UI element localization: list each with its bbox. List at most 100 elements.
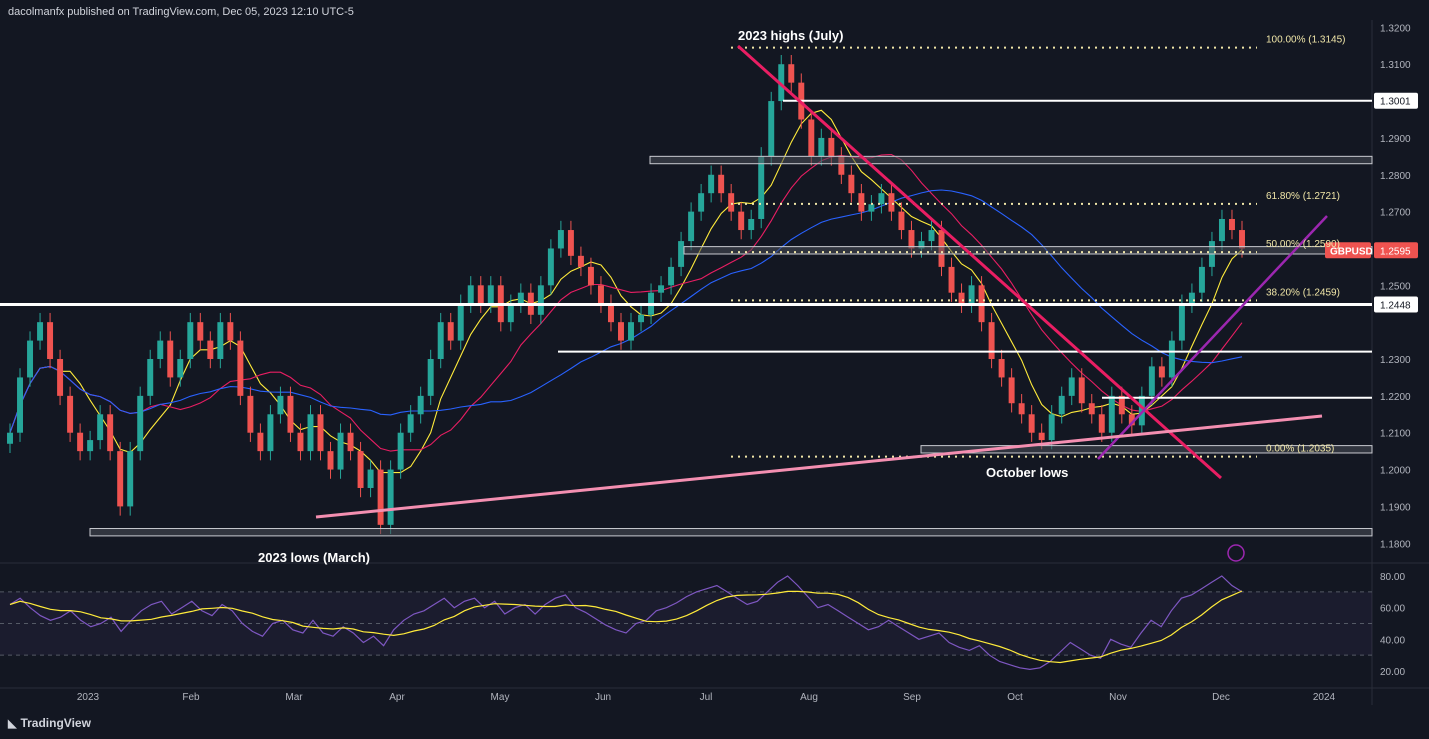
price-tick-label: 1.3200 bbox=[1380, 23, 1411, 34]
candle bbox=[207, 340, 214, 360]
rsi-tick-label: 40.00 bbox=[1380, 635, 1405, 646]
price-tag bbox=[1374, 296, 1418, 313]
candle bbox=[7, 432, 13, 444]
rsi-tick-label: 60.00 bbox=[1380, 604, 1405, 615]
candle bbox=[247, 395, 254, 433]
time-tick-label: 2024 bbox=[1313, 692, 1336, 703]
candle bbox=[678, 241, 685, 267]
rsi-tick-label: 20.00 bbox=[1380, 667, 1405, 678]
fib-level-label: 100.00% (1.3145) bbox=[1266, 35, 1346, 46]
candle bbox=[1008, 377, 1015, 404]
candle bbox=[858, 193, 865, 212]
candle bbox=[668, 266, 675, 286]
brand-text: TradingView bbox=[20, 716, 91, 730]
time-tick-label: Jun bbox=[595, 692, 611, 703]
candle bbox=[908, 230, 915, 249]
candle bbox=[818, 137, 825, 157]
candle bbox=[1098, 414, 1105, 433]
moving-average-fast bbox=[9, 109, 1243, 474]
candle bbox=[778, 64, 785, 102]
candle bbox=[1188, 292, 1195, 304]
candle bbox=[1158, 366, 1165, 378]
candle bbox=[217, 322, 224, 360]
candle bbox=[447, 322, 454, 341]
candle bbox=[477, 285, 484, 304]
candle bbox=[17, 377, 23, 433]
candle bbox=[878, 193, 885, 205]
support-zone bbox=[683, 246, 1373, 255]
tradingview-logo-icon: ◣ bbox=[8, 718, 17, 730]
candle bbox=[387, 469, 394, 525]
candle bbox=[167, 340, 174, 378]
downtrend-line bbox=[737, 44, 1222, 480]
time-tick-label: Oct bbox=[1007, 692, 1023, 703]
candle bbox=[628, 322, 634, 341]
candle bbox=[1078, 377, 1085, 404]
time-tick-label: Apr bbox=[389, 692, 405, 703]
fib-level-label: 50.00% (1.2590) bbox=[1266, 239, 1340, 250]
candle bbox=[808, 119, 815, 157]
candle bbox=[748, 218, 755, 231]
candle bbox=[537, 285, 544, 315]
candle bbox=[437, 322, 444, 360]
candle bbox=[137, 395, 144, 452]
support-zone bbox=[89, 528, 1373, 537]
symbol-tag bbox=[1325, 242, 1371, 259]
candle bbox=[107, 414, 114, 452]
price-tick-label: 1.2900 bbox=[1380, 134, 1411, 145]
candle bbox=[57, 359, 64, 396]
candle bbox=[87, 440, 94, 452]
candle bbox=[337, 432, 344, 470]
candle bbox=[197, 322, 204, 341]
candle bbox=[297, 432, 304, 452]
time-tick-label: Feb bbox=[182, 692, 200, 703]
moving-average-slow bbox=[9, 189, 1243, 433]
candle bbox=[427, 359, 434, 396]
time-tick-label: 2023 bbox=[77, 692, 100, 703]
price-tick-label: 1.2500 bbox=[1380, 281, 1411, 292]
candle bbox=[317, 414, 324, 452]
candle bbox=[1168, 340, 1175, 378]
price-tag-label: 1.2448 bbox=[1380, 300, 1411, 311]
candle bbox=[367, 469, 374, 488]
candle bbox=[728, 193, 735, 212]
candle bbox=[688, 211, 695, 242]
candle bbox=[958, 292, 965, 304]
candle bbox=[968, 285, 975, 304]
candle bbox=[838, 156, 845, 175]
fib-level-label: 0.00% (1.2035) bbox=[1266, 444, 1334, 455]
candle bbox=[327, 451, 334, 470]
candle bbox=[998, 359, 1005, 378]
candle bbox=[177, 359, 184, 378]
candle bbox=[1028, 414, 1035, 433]
candle bbox=[1198, 266, 1205, 293]
candle bbox=[147, 359, 154, 396]
support-zone bbox=[649, 155, 1373, 165]
time-tick-label: Jul bbox=[700, 692, 713, 703]
candle bbox=[918, 241, 925, 249]
time-tick-label: Nov bbox=[1109, 692, 1127, 703]
price-tick-label: 1.3100 bbox=[1380, 60, 1411, 71]
candle bbox=[27, 340, 34, 378]
candle bbox=[567, 230, 574, 256]
candle bbox=[597, 285, 604, 304]
candle bbox=[1108, 395, 1115, 433]
price-tick-label: 1.1900 bbox=[1380, 502, 1411, 513]
candle bbox=[517, 292, 524, 304]
candle bbox=[928, 230, 935, 242]
candle bbox=[718, 174, 725, 194]
rsi-ma-line bbox=[9, 590, 1243, 664]
candle bbox=[277, 395, 284, 415]
candle bbox=[357, 451, 364, 488]
rsi-band-fill bbox=[0, 591, 1372, 656]
uptrend-line bbox=[1097, 215, 1328, 460]
last-price-label: 1.2595 bbox=[1380, 246, 1411, 257]
candle bbox=[868, 204, 875, 212]
price-tick-label: 1.1800 bbox=[1380, 539, 1411, 550]
fib-level-label: 38.20% (1.2459) bbox=[1266, 287, 1340, 298]
candle bbox=[457, 303, 464, 341]
candle bbox=[577, 255, 584, 267]
price-tag-label: 1.3001 bbox=[1380, 97, 1411, 108]
tradingview-brand[interactable]: ◣ TradingView bbox=[8, 716, 91, 730]
